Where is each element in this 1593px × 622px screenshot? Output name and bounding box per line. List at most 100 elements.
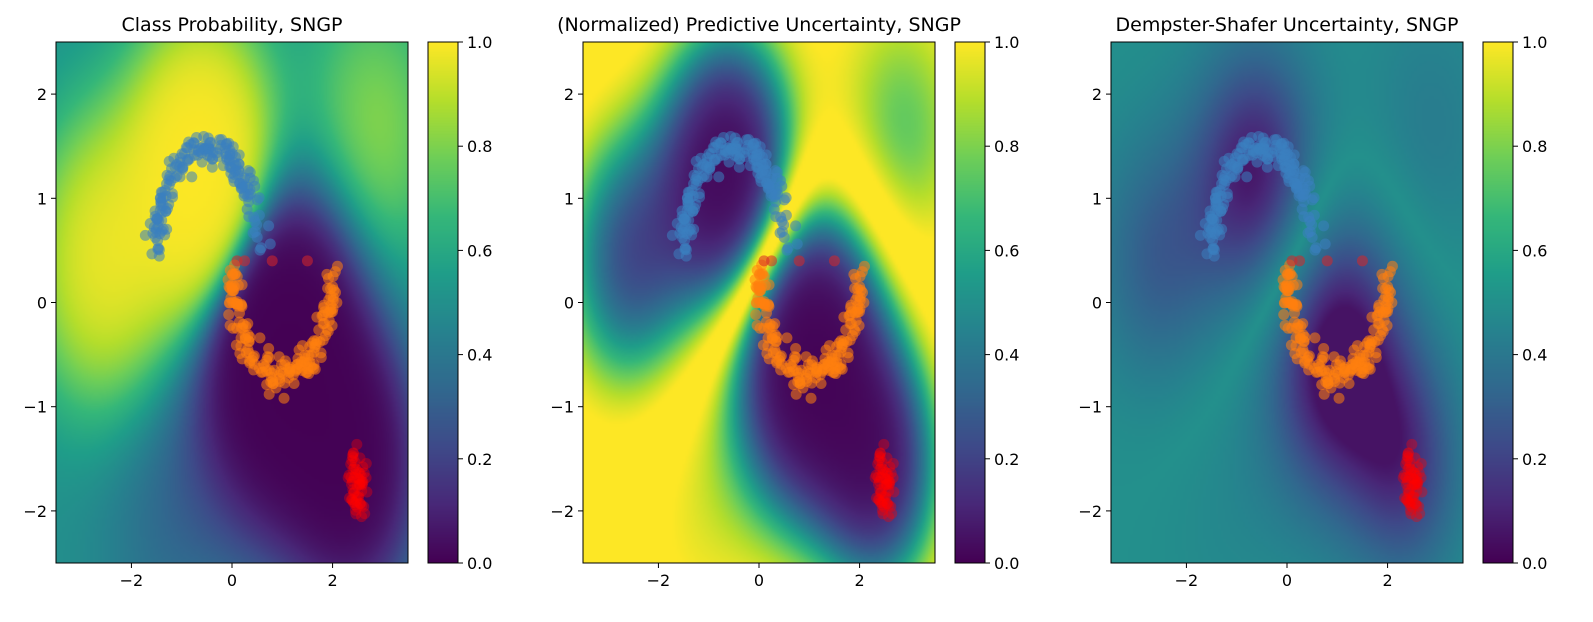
ood-point: [886, 508, 898, 520]
ood-point: [879, 472, 891, 484]
ood-point: [354, 452, 366, 464]
panel-1: Class Probability, SNGP −2 0 2 −2 −1 0 1 2 0.0 0.2…: [23, 14, 492, 590]
ood-point: [883, 479, 895, 491]
blue-moon-point: [1297, 191, 1309, 203]
scatter-points: [666, 130, 900, 523]
blue-moon-point: [1221, 188, 1233, 200]
ood-point: [874, 463, 886, 475]
blue-moon-point: [732, 136, 744, 148]
ood-point: [877, 495, 889, 507]
ood-point: [353, 466, 365, 478]
ood-point: [1407, 472, 1419, 484]
blue-moon-point: [216, 133, 228, 145]
ood-point: [872, 471, 884, 483]
blue-moon-point: [705, 147, 717, 159]
blue-moon-point: [1271, 133, 1283, 145]
ood-point: [347, 447, 359, 459]
y-tick-label: −2: [550, 502, 574, 521]
blue-moon-point: [1283, 175, 1295, 187]
y-tick-label: −2: [1078, 502, 1102, 521]
ood-point: [345, 478, 357, 490]
ood-point: [356, 479, 368, 491]
blue-moon-point: [738, 147, 750, 159]
ood-point: [1402, 463, 1414, 475]
blue-moon-point: [1261, 161, 1273, 173]
ood-point: [356, 477, 368, 489]
ood-point: [878, 480, 890, 492]
blue-moon-point: [251, 231, 263, 243]
ood-point: [356, 485, 368, 497]
ood-point: [354, 478, 366, 489]
ood-point: [877, 468, 889, 480]
ood-point: [343, 469, 355, 481]
y-tick-label: 2: [37, 85, 47, 104]
ood-point: [350, 468, 362, 480]
orange-moon-point: [1377, 273, 1389, 285]
orange-moon-point: [1353, 356, 1365, 368]
blue-moon-point: [693, 188, 705, 200]
orange-moon-point: [331, 260, 343, 272]
ood-point: [883, 477, 895, 489]
ood-point: [1403, 487, 1415, 499]
orange-moon-point: [274, 372, 286, 384]
orange-moon-point: [1299, 331, 1311, 343]
orange-moon-point: [1382, 291, 1394, 303]
ood-point: [1403, 472, 1415, 484]
orange-moon-point: [268, 364, 280, 376]
y-tick-label: 0: [1092, 294, 1102, 313]
x-tick-label: 2: [1382, 571, 1392, 590]
orange-moon-point: [1333, 392, 1345, 404]
ood-point: [876, 504, 888, 516]
ood-point: [873, 475, 885, 487]
colorbar-tick-label: 1.0: [1522, 33, 1547, 52]
ood-point: [345, 458, 357, 470]
orange-moon-point: [322, 273, 334, 285]
red-point: [1286, 255, 1298, 267]
orange-moon-point: [1366, 311, 1378, 323]
orange-moon-point: [836, 341, 848, 353]
orange-moon-point: [790, 343, 802, 355]
y-tick-label: 0: [564, 294, 574, 313]
colorbar: [955, 42, 985, 563]
orange-moon-point: [1339, 363, 1351, 375]
blue-moon-point: [677, 226, 689, 238]
ood-point: [870, 469, 882, 481]
ood-point: [873, 494, 885, 506]
ood-point: [346, 493, 358, 505]
ood-point: [1407, 491, 1419, 503]
y-tick-label: −1: [1078, 398, 1102, 417]
ood-point: [347, 484, 359, 496]
ood-point: [348, 462, 360, 474]
orange-moon-point: [756, 268, 768, 280]
ood-point: [346, 455, 358, 467]
ood-point: [1409, 498, 1421, 510]
ood-point: [347, 447, 359, 459]
ood-point: [349, 504, 361, 516]
y-tick-label: 1: [564, 189, 574, 208]
ood-point: [873, 493, 885, 505]
orange-moon-point: [1278, 309, 1290, 321]
blue-moon-point: [1208, 244, 1220, 256]
ood-point: [350, 495, 362, 507]
ood-point: [1400, 458, 1412, 470]
x-tick-label: 0: [227, 571, 237, 590]
orange-moon-point: [759, 298, 771, 310]
ood-point: [1401, 450, 1413, 462]
orange-moon-point: [327, 291, 339, 303]
orange-moon-point: [232, 298, 244, 310]
ood-point: [1409, 467, 1421, 479]
blue-moon-point: [1279, 144, 1291, 156]
colorbar-tick-label: 0.0: [1522, 554, 1547, 573]
ood-point: [877, 508, 889, 520]
orange-moon-point: [1377, 325, 1389, 337]
ood-point: [883, 511, 895, 523]
orange-moon-point: [1292, 318, 1304, 330]
blue-moon-point: [139, 229, 151, 241]
ood-point: [1402, 447, 1414, 459]
x-tick-label: 2: [854, 571, 864, 590]
ood-point: [880, 490, 892, 502]
blue-moon-point: [206, 161, 218, 173]
blue-moon-point: [1266, 147, 1278, 159]
ood-point: [1412, 461, 1424, 473]
colorbar-tick-label: 0.6: [994, 241, 1019, 260]
